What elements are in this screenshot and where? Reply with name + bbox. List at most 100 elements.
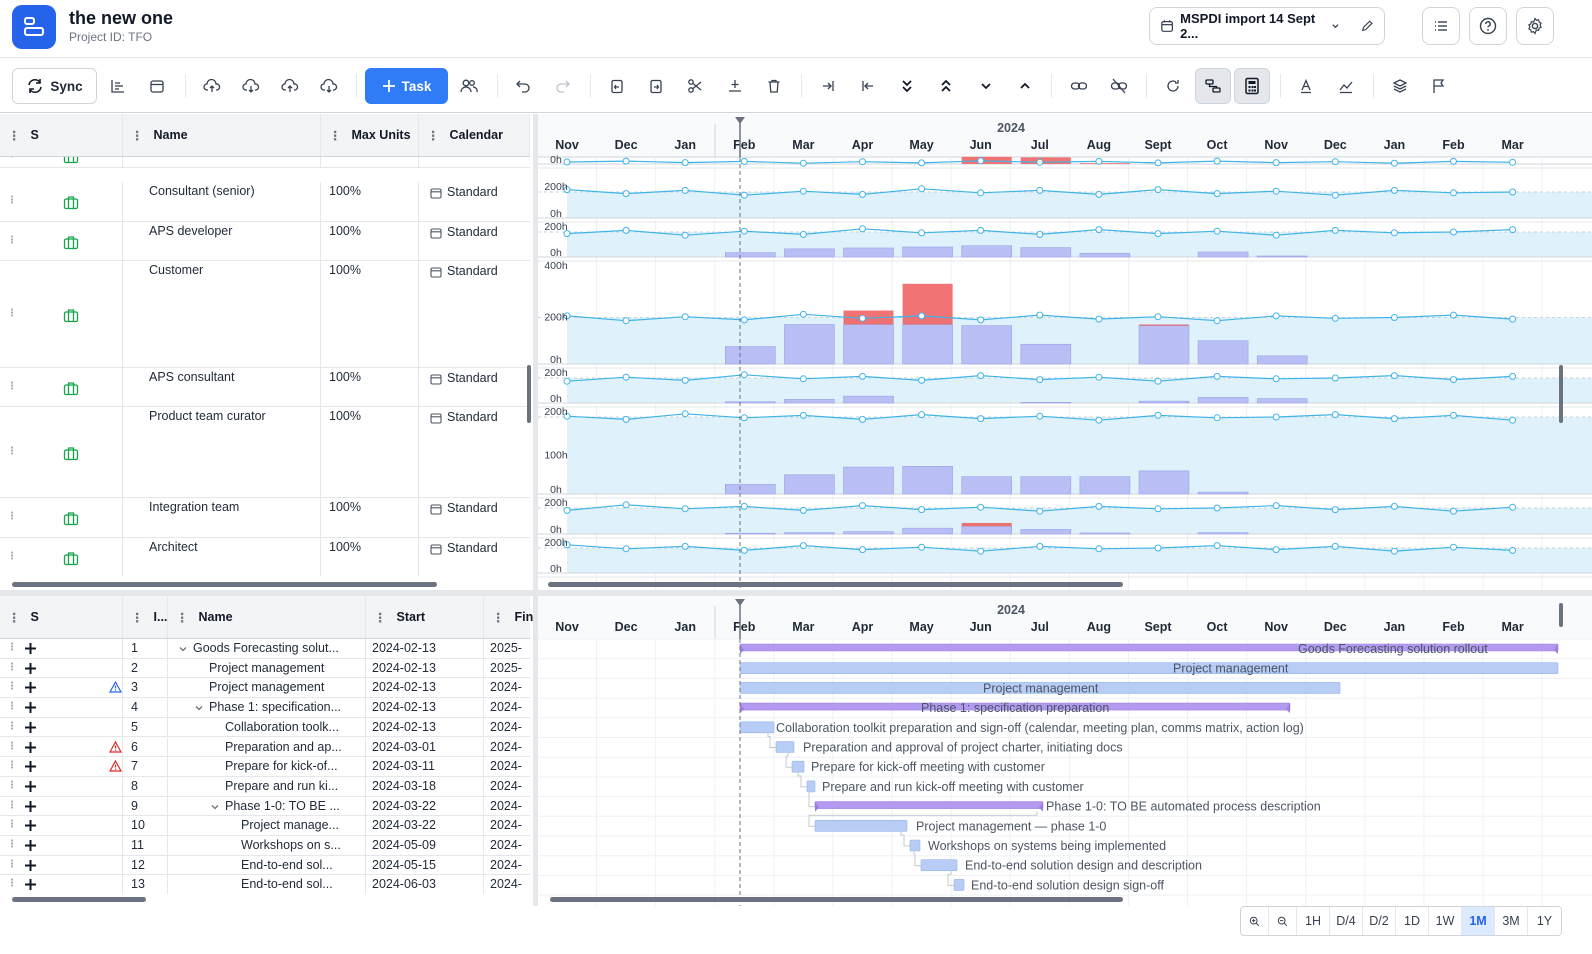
task-row[interactable]: ⋮ 2 Project management 2024-02-13 2025- bbox=[0, 658, 530, 679]
col-max-units[interactable]: ⋮ Max Units bbox=[321, 114, 419, 156]
unlink-button[interactable] bbox=[1105, 68, 1133, 104]
drag-handle-icon[interactable]: ⋮ bbox=[7, 858, 17, 870]
redo-button[interactable] bbox=[549, 68, 577, 104]
zoom-level-3m[interactable]: 3M bbox=[1495, 907, 1528, 935]
calendar-button[interactable] bbox=[143, 68, 171, 104]
cut-button[interactable] bbox=[681, 68, 709, 104]
plus-icon[interactable] bbox=[24, 760, 37, 776]
delete-button[interactable] bbox=[760, 68, 788, 104]
histogram-hscroll[interactable] bbox=[548, 582, 1123, 587]
chevron-down-icon[interactable] bbox=[210, 801, 220, 815]
resource-row[interactable]: ⋮ APS consultant 100% Standard bbox=[0, 368, 530, 407]
plus-icon[interactable] bbox=[24, 780, 37, 796]
expand-button[interactable] bbox=[972, 68, 1000, 104]
col-status[interactable]: ⋮ S bbox=[0, 596, 123, 638]
plus-icon[interactable] bbox=[24, 819, 37, 835]
resource-row[interactable]: ⋮ Product team curator 100% Standard bbox=[0, 407, 530, 498]
task-row[interactable]: ⋮ 9 Phase 1-0: TO BE ... 2024-03-22 2024- bbox=[0, 796, 530, 817]
undo-button[interactable] bbox=[509, 68, 537, 104]
col-finish[interactable]: ⋮ Fin bbox=[492, 610, 534, 625]
drag-handle-icon[interactable]: ⋮ bbox=[7, 445, 17, 457]
task-row[interactable]: ⋮ 6 Preparation and ap... 2024-03-01 2024- bbox=[0, 737, 530, 758]
drag-handle-icon[interactable]: ⋮ bbox=[7, 839, 17, 850]
plus-icon[interactable] bbox=[24, 681, 37, 697]
drag-handle-icon[interactable]: ⋮ bbox=[7, 307, 17, 319]
task-row[interactable]: ⋮ 13 End-to-end sol... 2024-06-03 2024- bbox=[0, 875, 530, 894]
zoom-level-d-4[interactable]: D/4 bbox=[1330, 907, 1363, 935]
drag-handle-icon[interactable]: ⋮ bbox=[7, 740, 17, 752]
drag-handle-icon[interactable]: ⋮ bbox=[7, 661, 17, 673]
pane-splitter[interactable] bbox=[533, 114, 538, 590]
drag-handle-icon[interactable]: ⋮ bbox=[7, 819, 17, 831]
gantt-vscroll[interactable] bbox=[1559, 603, 1563, 627]
gantt-hscroll[interactable] bbox=[550, 897, 1123, 902]
drag-handle-icon[interactable]: ⋮ bbox=[7, 642, 17, 653]
histogram-vscroll[interactable] bbox=[1559, 365, 1563, 423]
task-row[interactable]: ⋮ 12 End-to-end sol... 2024-05-15 2024- bbox=[0, 855, 530, 876]
col-id[interactable]: ⋮ I... bbox=[123, 596, 168, 638]
download-alt-button[interactable] bbox=[315, 68, 343, 104]
task-row[interactable]: ⋮ 4 Phase 1: specification... 2024-02-13 202… bbox=[0, 698, 530, 718]
refresh-button[interactable] bbox=[1159, 68, 1187, 104]
drag-handle-icon[interactable]: ⋮ bbox=[7, 195, 17, 206]
task-row[interactable]: ⋮ 7 Prepare for kick-of... 2024-03-11 2024- bbox=[0, 757, 530, 777]
zoom-out-button[interactable] bbox=[1269, 907, 1297, 935]
plus-icon[interactable] bbox=[24, 878, 37, 894]
wbs-button[interactable] bbox=[104, 68, 132, 104]
download-button[interactable] bbox=[237, 68, 265, 104]
resources-button[interactable] bbox=[455, 68, 483, 104]
task-row[interactable]: ⋮ 8 Prepare and run ki... 2024-03-18 2024- bbox=[0, 776, 530, 797]
calculator-button[interactable] bbox=[1234, 68, 1270, 104]
resource-row[interactable]: ⋮ bbox=[0, 157, 530, 168]
col-status[interactable]: ⋮ S bbox=[0, 114, 123, 156]
layers-button[interactable] bbox=[1386, 68, 1414, 104]
task-row[interactable]: ⋮ 11 Workshops on s... 2024-05-09 2024- bbox=[0, 836, 530, 856]
resource-row[interactable]: ⋮ APS developer 100% Standard bbox=[0, 222, 530, 261]
resource-grid-vscroll[interactable] bbox=[527, 365, 531, 423]
upload-button[interactable] bbox=[198, 68, 226, 104]
task-row[interactable]: ⋮ 10 Project manage... 2024-03-22 2024- bbox=[0, 816, 530, 836]
zoom-level-1d[interactable]: 1D bbox=[1396, 907, 1429, 935]
list-view-button[interactable] bbox=[1422, 7, 1460, 45]
indent-button[interactable] bbox=[814, 68, 842, 104]
critical-path-button[interactable] bbox=[1195, 68, 1231, 104]
plus-icon[interactable] bbox=[24, 741, 37, 757]
text-style-button[interactable] bbox=[1292, 68, 1320, 104]
drag-handle-icon[interactable]: ⋮ bbox=[7, 681, 17, 693]
add-task-button[interactable]: Task bbox=[365, 68, 448, 104]
paste-button[interactable] bbox=[642, 68, 670, 104]
zoom-level-1h[interactable]: 1H bbox=[1297, 907, 1330, 935]
zoom-level-1w[interactable]: 1W bbox=[1429, 907, 1462, 935]
drag-handle-icon[interactable]: ⋮ bbox=[7, 878, 17, 890]
help-button[interactable] bbox=[1469, 7, 1507, 45]
drag-handle-icon[interactable]: ⋮ bbox=[7, 157, 17, 160]
task-row[interactable]: ⋮ 3 Project management 2024-02-13 2024- bbox=[0, 678, 530, 699]
outdent-button[interactable] bbox=[854, 68, 882, 104]
settings-button[interactable] bbox=[1516, 7, 1554, 45]
col-name[interactable]: ⋮ Name bbox=[168, 596, 366, 638]
plus-icon[interactable] bbox=[24, 662, 37, 678]
app-logo[interactable] bbox=[12, 5, 56, 49]
resource-row[interactable]: ⋮ Integration team 100% Standard bbox=[0, 498, 530, 538]
drag-handle-icon[interactable]: ⋮ bbox=[7, 799, 17, 811]
drag-handle-icon[interactable]: ⋮ bbox=[7, 511, 17, 522]
pane-splitter[interactable] bbox=[533, 596, 538, 906]
zoom-level-d-2[interactable]: D/2 bbox=[1363, 907, 1396, 935]
copy-button[interactable] bbox=[603, 68, 631, 104]
drag-handle-icon[interactable]: ⋮ bbox=[7, 779, 17, 791]
plus-icon[interactable] bbox=[24, 859, 37, 875]
col-name[interactable]: ⋮ Name bbox=[123, 114, 321, 156]
insert-button[interactable] bbox=[721, 68, 749, 104]
upload-alt-button[interactable] bbox=[276, 68, 304, 104]
plus-icon[interactable] bbox=[24, 642, 37, 658]
zoom-level-1y[interactable]: 1Y bbox=[1536, 914, 1553, 928]
task-grid-hscroll[interactable] bbox=[12, 897, 146, 902]
milestone-button[interactable] bbox=[1425, 68, 1453, 104]
resource-row[interactable]: ⋮ Architect 100% Standard bbox=[0, 538, 530, 576]
drag-handle-icon[interactable]: ⋮ bbox=[7, 760, 17, 772]
drag-handle-icon[interactable]: ⋮ bbox=[7, 701, 17, 713]
resource-row[interactable]: ⋮ Consultant (senior) 100% Standard bbox=[0, 182, 530, 222]
chevron-down-icon[interactable] bbox=[178, 643, 188, 657]
drag-handle-icon[interactable]: ⋮ bbox=[7, 380, 17, 392]
link-button[interactable] bbox=[1065, 68, 1093, 104]
